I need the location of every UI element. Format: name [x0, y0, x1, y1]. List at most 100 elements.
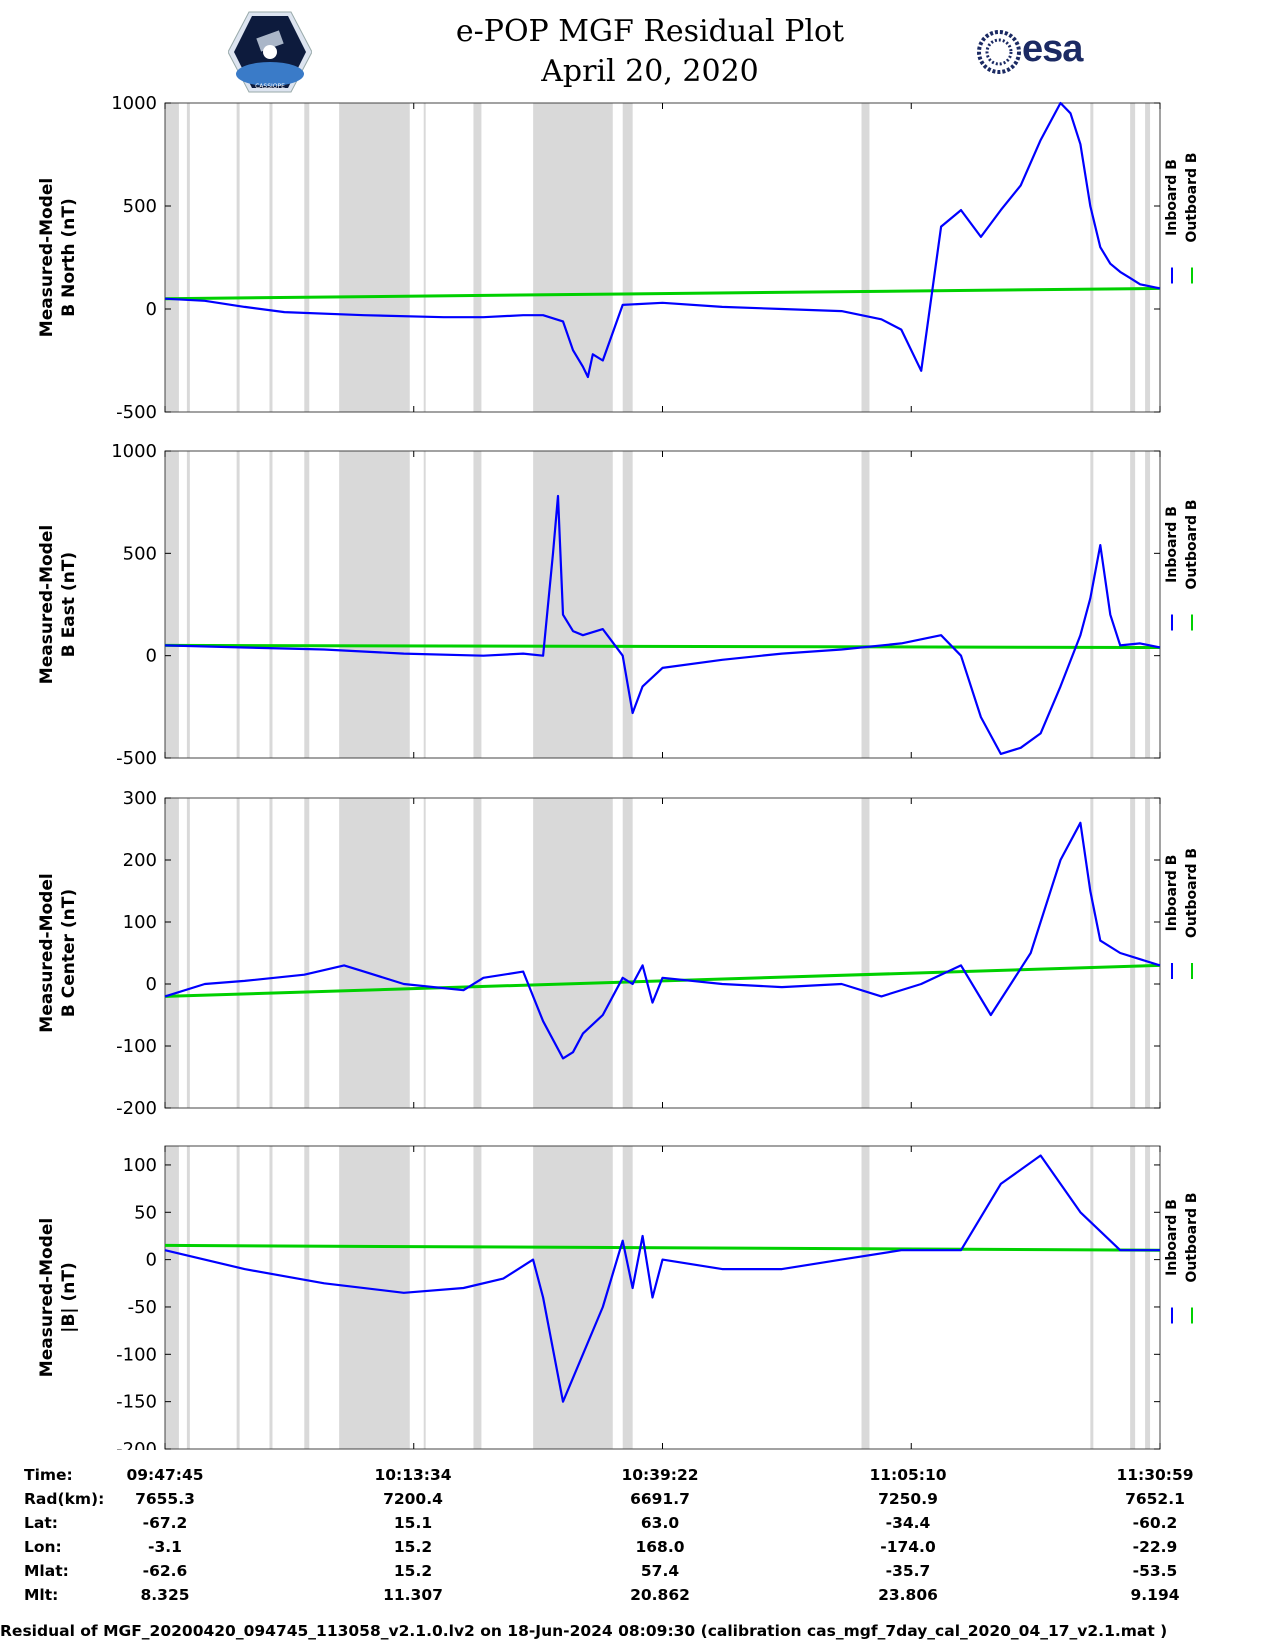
- y-tick-label: 50: [134, 1202, 157, 1223]
- ephemeris-row-label: Lon:: [24, 1538, 62, 1556]
- data-gap-band: [186, 1146, 190, 1449]
- y-tick-label: 1000: [111, 441, 157, 462]
- data-gap-band: [236, 103, 240, 412]
- plot-frame: [164, 102, 1161, 413]
- ephemeris-value: 63.0: [640, 1514, 680, 1532]
- ephemeris-value: 168.0: [635, 1538, 685, 1556]
- ephemeris-value: 9.194: [1130, 1586, 1180, 1604]
- data-gap-band: [269, 451, 273, 758]
- data-gap-band: [1090, 1146, 1094, 1449]
- ephemeris-value: 11:05:10: [869, 1466, 947, 1484]
- y-tick-label: 100: [123, 912, 157, 933]
- legend-label: Inboard B: [1164, 159, 1180, 236]
- ephemeris-value: 09:47:45: [126, 1466, 204, 1484]
- data-gap-band: [339, 1146, 410, 1449]
- data-gap-band: [533, 798, 613, 1108]
- data-gap-band: [423, 103, 426, 412]
- ephemeris-value: 7200.4: [383, 1490, 443, 1508]
- y-tick-label: -500: [116, 748, 157, 769]
- y-axis-label: Measured-Model: [37, 525, 57, 684]
- y-tick-label: -200: [116, 1098, 157, 1119]
- data-gap-band: [269, 1146, 273, 1449]
- legend-label: Outboard B: [1184, 499, 1200, 589]
- ephemeris-row-label: Lat:: [24, 1514, 58, 1532]
- inboard-series-line: [164, 494, 1161, 756]
- data-gap-band: [1130, 1146, 1136, 1449]
- data-gap-band: [622, 1146, 633, 1449]
- ephemeris-row-label: Time:: [24, 1466, 73, 1484]
- y-tick-label: 500: [123, 543, 157, 564]
- legend-label: Outboard B: [1184, 152, 1200, 242]
- ephemeris-value: 7652.1: [1125, 1490, 1185, 1508]
- ephemeris-value: 23.806: [878, 1586, 938, 1604]
- y-tick-label: 0: [146, 1250, 157, 1271]
- ephemeris-row-label: Mlat:: [24, 1562, 69, 1580]
- data-gap-band: [186, 798, 190, 1108]
- data-gap-band: [533, 451, 613, 758]
- ephemeris-value: 20.862: [630, 1586, 690, 1604]
- data-gap-band: [1145, 1146, 1151, 1449]
- data-gap-band: [165, 798, 179, 1108]
- data-gap-band: [269, 798, 273, 1108]
- y-axis-label: B Center (nT): [59, 889, 79, 1017]
- y-tick-label: -50: [128, 1297, 157, 1318]
- legend-label: Inboard B: [1164, 506, 1180, 583]
- ephemeris-value: -60.2: [1132, 1514, 1178, 1532]
- chart-panel: -500 0 500 1000 Measured-Model B North (nT) In…: [37, 93, 1200, 423]
- data-gap-band: [1090, 798, 1094, 1108]
- ephemeris-value: -174.0: [880, 1538, 936, 1556]
- legend-label: Outboard B: [1184, 1192, 1200, 1282]
- data-gap-band: [304, 103, 310, 412]
- data-gap-band: [339, 103, 410, 412]
- ephemeris-value: 15.1: [393, 1514, 433, 1532]
- inboard-series-line: [164, 821, 1161, 1060]
- chart-panel: -200 -100 0 100 200 300 Measured-Model B Center…: [37, 788, 1200, 1119]
- data-gap-band: [473, 1146, 482, 1449]
- data-gap-band: [304, 451, 310, 758]
- data-gap-band: [861, 798, 870, 1108]
- data-gap-band: [423, 451, 426, 758]
- data-gap-band: [339, 798, 410, 1108]
- data-gap-band: [1130, 798, 1136, 1108]
- ephemeris-value: -34.4: [885, 1514, 931, 1532]
- ephemeris-value: -22.9: [1132, 1538, 1178, 1556]
- data-gap-band: [304, 798, 310, 1108]
- chart-panel: -200 -150 -100 -50 0 50 100 Measured-Model |B| (…: [37, 1145, 1200, 1450]
- plot-title: e-POP MGF Residual Plot: [455, 14, 845, 49]
- data-gap-band: [423, 1146, 426, 1449]
- data-gap-band: [473, 103, 482, 412]
- data-gap-band: [423, 798, 426, 1108]
- data-gap-band: [165, 1146, 179, 1449]
- ephemeris-value: 57.4: [640, 1562, 680, 1580]
- legend-label: Outboard B: [1184, 848, 1200, 938]
- data-gap-band: [622, 103, 633, 412]
- ephemeris-value: -53.5: [1132, 1562, 1178, 1580]
- ephemeris-value: 10:13:34: [374, 1466, 452, 1484]
- outboard-series-line: [164, 643, 1161, 649]
- y-tick-label: -500: [116, 402, 157, 423]
- plot-frame: [164, 450, 1161, 759]
- data-gap-band: [622, 451, 633, 758]
- outboard-series-line: [164, 963, 1161, 998]
- data-gap-band: [186, 451, 190, 758]
- data-gap-band: [236, 1146, 240, 1449]
- plot-frame: [164, 797, 1161, 1109]
- data-gap-band: [236, 798, 240, 1108]
- inboard-series-line: [164, 1154, 1160, 1403]
- ephemeris-value: -67.2: [142, 1514, 188, 1532]
- data-gap-band: [236, 451, 240, 758]
- ephemeris-value: -3.1: [148, 1538, 182, 1556]
- data-gap-band: [1090, 451, 1094, 758]
- legend-label: Inboard B: [1164, 1199, 1180, 1276]
- esa-logo-icon: [977, 30, 1021, 74]
- esa-logo-text: esa: [1022, 28, 1083, 70]
- y-axis-label: Measured-Model: [37, 178, 57, 337]
- data-gap-band: [473, 798, 482, 1108]
- y-tick-label: 0: [146, 299, 157, 320]
- data-gap-band: [1130, 103, 1136, 412]
- inboard-series-line: [164, 101, 1161, 379]
- cassiope-logo: CASSIOPE: [228, 11, 312, 93]
- data-gap-band: [861, 451, 870, 758]
- y-tick-label: 0: [146, 646, 157, 667]
